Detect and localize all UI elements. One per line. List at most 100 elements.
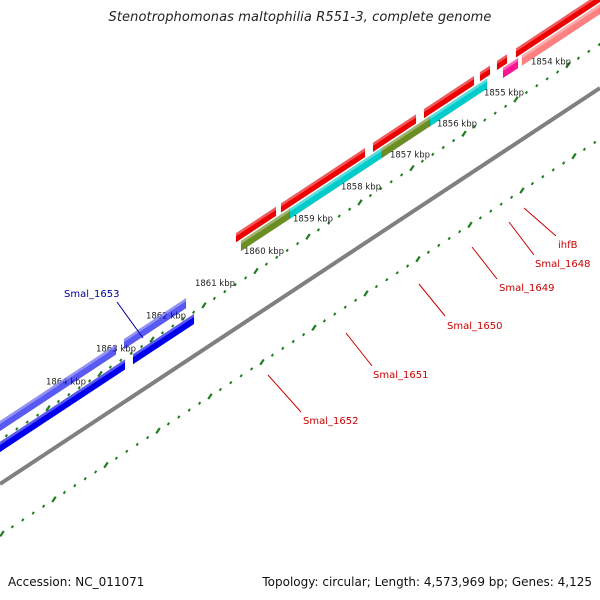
gene-features bbox=[0, 0, 600, 453]
gene-feature-highlight bbox=[503, 58, 518, 72]
ruler-tick bbox=[119, 358, 123, 362]
ruler-tick bbox=[503, 104, 508, 109]
ruler-label: 1859 kbp bbox=[293, 214, 333, 224]
ruler-tick bbox=[379, 186, 383, 191]
ruler-outer-track bbox=[4, 42, 600, 438]
ruler-tick bbox=[41, 504, 46, 508]
ruler-tick bbox=[541, 175, 545, 179]
ruler-tick bbox=[587, 49, 591, 54]
ruler-tick bbox=[171, 324, 175, 328]
ruler-tick bbox=[201, 302, 207, 309]
ruler-tick bbox=[135, 442, 139, 447]
gene-feature-blue-light-1 bbox=[0, 343, 117, 432]
gene-feature-red-7 bbox=[515, 0, 600, 58]
gene-label-Smal_1648[interactable]: Smal_1648 bbox=[535, 259, 590, 270]
gene-callouts: Smal_1653 Smal_1652 Smal_1651 Smal_1650 Smal… bbox=[64, 207, 590, 427]
gene-label-Smal_1651[interactable]: Smal_1651 bbox=[373, 370, 428, 381]
gene-feature-highlight bbox=[516, 0, 594, 52]
ruler-tick bbox=[593, 140, 597, 145]
callout-line-ihfB bbox=[523, 207, 557, 237]
ruler-label: 1854 kbp bbox=[531, 57, 571, 67]
ruler-tick bbox=[197, 401, 202, 405]
gene-feature-cyan-2 bbox=[429, 78, 488, 127]
ruler-tick bbox=[155, 427, 161, 434]
ruler-tick bbox=[62, 490, 67, 495]
ruler-tick bbox=[166, 422, 171, 426]
ruler-tick bbox=[0, 530, 5, 537]
ruler-tick bbox=[467, 221, 473, 229]
ruler-tick bbox=[405, 264, 410, 268]
gene-feature-highlight bbox=[0, 344, 116, 425]
ruler-tick bbox=[472, 125, 477, 129]
ruler-tick bbox=[103, 461, 109, 469]
ruler-tick bbox=[582, 147, 587, 152]
ruler-tick bbox=[437, 243, 441, 248]
ruler-tick bbox=[56, 399, 61, 404]
ruler-tick bbox=[399, 173, 404, 177]
ruler-tick bbox=[555, 70, 560, 74]
ruler-tick bbox=[441, 145, 445, 150]
ruler-tick bbox=[415, 255, 421, 263]
gene-label-ihfB[interactable]: ihfB bbox=[558, 240, 578, 251]
ruler-tick bbox=[519, 187, 525, 194]
ruler-tick bbox=[576, 56, 581, 60]
gene-feature-highlight bbox=[497, 54, 507, 64]
ruler-tick bbox=[181, 317, 185, 321]
ruler-tick bbox=[191, 310, 196, 314]
ruler-label: 1858 kbp bbox=[341, 183, 381, 193]
gene-feature-highlight bbox=[424, 76, 474, 113]
callout-line-Smal_1649 bbox=[471, 246, 498, 280]
callout-line-Smal_1651 bbox=[345, 332, 373, 367]
ruler-tick bbox=[385, 277, 389, 282]
gene-feature-blue-2 bbox=[132, 313, 195, 365]
ruler-tick bbox=[347, 207, 352, 211]
ruler-tick bbox=[243, 276, 248, 280]
page-title: Stenotrophomonas maltophilia R551-3, com… bbox=[108, 10, 492, 25]
ruler-tick bbox=[87, 379, 92, 383]
ruler-tick bbox=[565, 61, 571, 69]
ruler-tick bbox=[15, 427, 19, 431]
gene-label-Smal_1649[interactable]: Smal_1649 bbox=[499, 283, 554, 294]
gene-feature-highlight bbox=[382, 116, 430, 151]
ruler-tick bbox=[357, 199, 363, 206]
ruler-tick bbox=[114, 456, 119, 460]
ruler-tick bbox=[83, 477, 87, 481]
ruler-tick bbox=[291, 339, 295, 344]
ruler-tick bbox=[25, 420, 29, 424]
ruler-tick bbox=[327, 221, 331, 225]
ruler-tick bbox=[149, 336, 155, 343]
ruler-tick bbox=[461, 130, 467, 138]
ruler-tick bbox=[275, 255, 279, 260]
gene-feature-highlight bbox=[430, 78, 487, 120]
ruler-tick bbox=[343, 305, 347, 309]
ruler-inner-track bbox=[0, 140, 597, 537]
gene-feature-highlight bbox=[241, 208, 290, 244]
gene-feature-red-2 bbox=[280, 147, 366, 214]
ruler-tick bbox=[281, 346, 285, 351]
ruler-tick bbox=[363, 290, 369, 297]
gene-feature-highlight bbox=[281, 148, 365, 207]
callout-line-Smal_1648 bbox=[508, 221, 535, 256]
ruler-tick bbox=[160, 331, 165, 335]
ruler-tick bbox=[253, 267, 259, 275]
gene-feature-red-5 bbox=[479, 65, 491, 82]
gene-feature-blue-light-2 bbox=[123, 297, 187, 350]
genome-summary-text: Topology: circular; Length: 4,573,969 bp… bbox=[262, 575, 592, 589]
ruler-tick bbox=[259, 358, 265, 366]
gene-feature-highlight bbox=[124, 298, 186, 343]
gene-feature-pink-1 bbox=[502, 57, 519, 79]
gene-feature-red-3 bbox=[372, 113, 417, 153]
ruler-label: 1856 kbp bbox=[437, 119, 477, 129]
ruler-tick bbox=[249, 367, 254, 371]
ruler-tick bbox=[483, 118, 487, 122]
ruler-tick bbox=[285, 248, 289, 253]
gene-label-Smal_1652[interactable]: Smal_1652 bbox=[303, 416, 358, 427]
ruler-tick bbox=[10, 525, 15, 529]
ruler-tick bbox=[447, 236, 451, 241]
ruler-tick bbox=[45, 405, 51, 412]
ruler-tick bbox=[51, 496, 57, 503]
gene-label-Smal_1650[interactable]: Smal_1650 bbox=[447, 321, 502, 332]
ruler-tick bbox=[457, 229, 462, 234]
gene-label-Smal_1653[interactable]: Smal_1653 bbox=[64, 289, 119, 300]
ruler-label: 1857 kbp bbox=[390, 150, 430, 160]
